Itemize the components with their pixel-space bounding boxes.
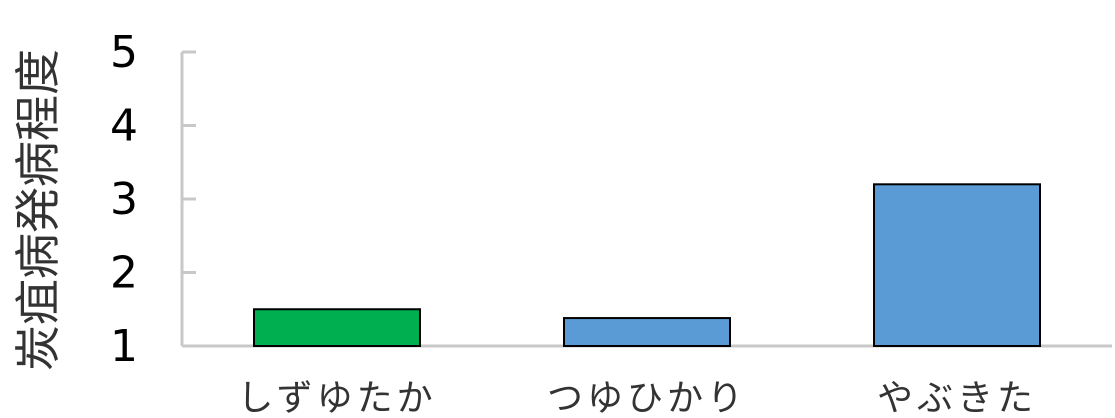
- y-tick-labels: 1 2 3 4 5: [110, 27, 138, 372]
- x-tick-label: つゆひかり: [547, 378, 747, 418]
- x-tick-label: やぶきた: [877, 378, 1037, 418]
- bars: [253, 183, 1041, 348]
- bar-3: [873, 183, 1041, 347]
- y-tick-label: 5: [110, 27, 138, 78]
- y-tick-label: 3: [110, 174, 138, 225]
- y-axis-title: 炭疽病発病程度: [11, 49, 65, 371]
- y-tick-label: 2: [110, 248, 138, 299]
- x-tick-label: しずゆたか: [237, 378, 436, 418]
- y-axis-title-group: 炭疽病発病程度: [11, 49, 65, 371]
- bar-2: [563, 317, 731, 348]
- y-tick-label: 1: [110, 321, 138, 372]
- y-tick-label: 4: [110, 101, 138, 152]
- x-tick-labels: しずゆたか つゆひかり やぶきた: [237, 378, 1037, 418]
- bar-1: [253, 308, 421, 347]
